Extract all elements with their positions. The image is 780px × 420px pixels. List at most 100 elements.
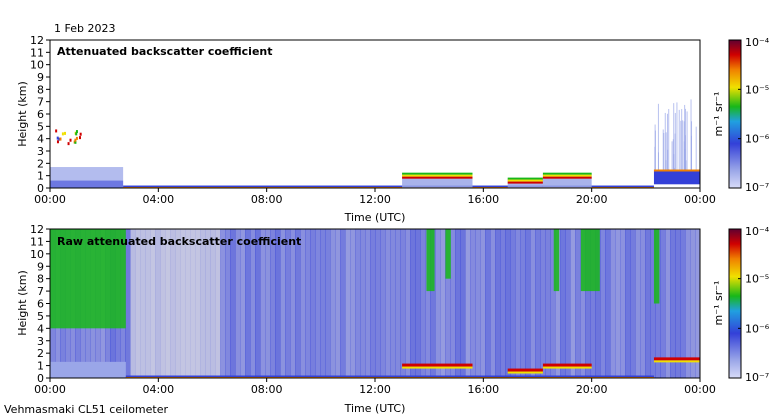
noise-column xyxy=(435,229,441,378)
cloud-column-streak xyxy=(674,112,676,174)
aerosol-speck xyxy=(67,142,70,146)
noise-column xyxy=(625,229,631,378)
noise-column xyxy=(355,229,361,378)
aerosol-speck xyxy=(69,138,72,142)
noise-column xyxy=(600,229,606,378)
chart-title-2: Raw attenuated backscatter coefficient xyxy=(57,235,301,248)
noise-column xyxy=(505,229,511,378)
cloud-column-streak xyxy=(682,120,684,174)
x-tick-label: 00:00 xyxy=(684,193,716,206)
cloud-column-streak xyxy=(666,113,668,174)
colorbar-tick-label: 10⁻⁴ xyxy=(745,225,770,238)
y-tick-label: 7 xyxy=(37,285,44,298)
x-tick-label: 00:00 xyxy=(684,383,716,396)
noise-column xyxy=(370,229,376,378)
aerosol-speck xyxy=(64,131,67,135)
noise-column xyxy=(630,229,636,378)
colorbar-tick-label: 10⁻⁷ xyxy=(745,181,769,194)
y-tick-label: 12 xyxy=(30,223,44,236)
noise-column xyxy=(575,229,581,378)
cloud-column-streak xyxy=(672,139,674,174)
y-tick-label: 9 xyxy=(37,71,44,84)
chart-title-1: Attenuated backscatter coefficient xyxy=(57,45,273,58)
aerosol-speck xyxy=(55,129,58,133)
aerosol-speck xyxy=(78,136,81,140)
noise-column xyxy=(485,229,491,378)
panel-raw-attenuated-backscatter: Raw attenuated backscatter coefficient 0… xyxy=(16,223,716,415)
noise-column xyxy=(635,229,641,378)
x-tick-label: 00:00 xyxy=(34,193,66,206)
noise-column xyxy=(185,229,191,378)
cloud-column-streak xyxy=(678,109,680,174)
noise-column xyxy=(400,229,406,378)
noise-column xyxy=(155,229,161,378)
noise-column xyxy=(660,229,666,378)
y-tick-label: 11 xyxy=(30,46,44,59)
noise-column xyxy=(340,229,346,378)
cloud-column-streak xyxy=(685,160,687,174)
colorbar-gradient-2 xyxy=(728,228,742,379)
noise-column xyxy=(180,229,186,378)
raw-cloud-base-yellow xyxy=(507,371,543,374)
aerosol-speck xyxy=(75,132,78,136)
noise-green-region xyxy=(653,229,660,304)
x-tick-label: 20:00 xyxy=(576,193,608,206)
cloud-base-yellow xyxy=(542,174,592,177)
raw-cloud-base-yellow xyxy=(542,366,592,369)
y-tick-label: 4 xyxy=(37,133,44,146)
noise-column xyxy=(665,229,671,378)
noise-column xyxy=(390,229,396,378)
noise-column xyxy=(310,229,316,378)
cloud-base-green xyxy=(402,172,473,175)
noise-column xyxy=(375,229,381,378)
noise-column xyxy=(160,229,166,378)
colorbar-tick-label: 10⁻⁶ xyxy=(745,133,770,146)
y-tick-label: 8 xyxy=(37,273,44,286)
noise-column xyxy=(650,229,656,378)
aerosol-speck xyxy=(56,140,59,144)
cloud-column-streak xyxy=(654,146,656,174)
cloud-column-streak xyxy=(686,111,688,174)
cloud-column-streak xyxy=(676,102,678,174)
y-tick-label: 10 xyxy=(30,248,44,261)
cloud-base-green xyxy=(542,172,592,175)
noise-column xyxy=(620,229,626,378)
noise-column xyxy=(250,229,256,378)
noise-column xyxy=(195,229,201,378)
noise-column xyxy=(545,229,551,378)
y-axis-label-2: Height (km) xyxy=(16,270,29,336)
raw-surface-layer xyxy=(125,375,654,378)
noise-column xyxy=(530,229,536,378)
colorbar-tick-label: 10⁻⁴ xyxy=(745,36,770,49)
cloud-column-streak xyxy=(664,112,666,174)
raw-cloud-base xyxy=(653,357,700,361)
noise-column xyxy=(380,229,386,378)
x-tick-label: 12:00 xyxy=(359,193,391,206)
noise-column xyxy=(520,229,526,378)
noise-column xyxy=(410,229,416,378)
noise-column xyxy=(440,229,446,378)
noise-green-region xyxy=(445,229,451,279)
noise-column xyxy=(215,229,221,378)
x-tick-label: 08:00 xyxy=(251,383,283,396)
noise-column xyxy=(415,229,421,378)
boundary-layer-core xyxy=(50,180,124,188)
noise-column xyxy=(295,229,301,378)
noise-column xyxy=(555,229,561,378)
x-axis-ticks-1: 00:00 04:00 08:00 12:00 16:00 20:00 00:00 xyxy=(34,188,716,206)
raw-cloud-base xyxy=(402,363,473,367)
cloud-column-streak xyxy=(684,135,686,174)
noise-column xyxy=(245,229,251,378)
cloud-base-red xyxy=(507,181,543,184)
noise-column xyxy=(235,229,241,378)
raw-cloud-base-yellow xyxy=(402,366,473,369)
noise-column xyxy=(405,229,411,378)
noise-green-region xyxy=(50,229,126,329)
noise-column xyxy=(225,229,231,378)
cloud-column-streak xyxy=(663,133,665,174)
raw-cloud-base xyxy=(542,363,592,367)
aerosol-speck xyxy=(79,132,82,136)
aerosol-speck xyxy=(56,136,59,140)
